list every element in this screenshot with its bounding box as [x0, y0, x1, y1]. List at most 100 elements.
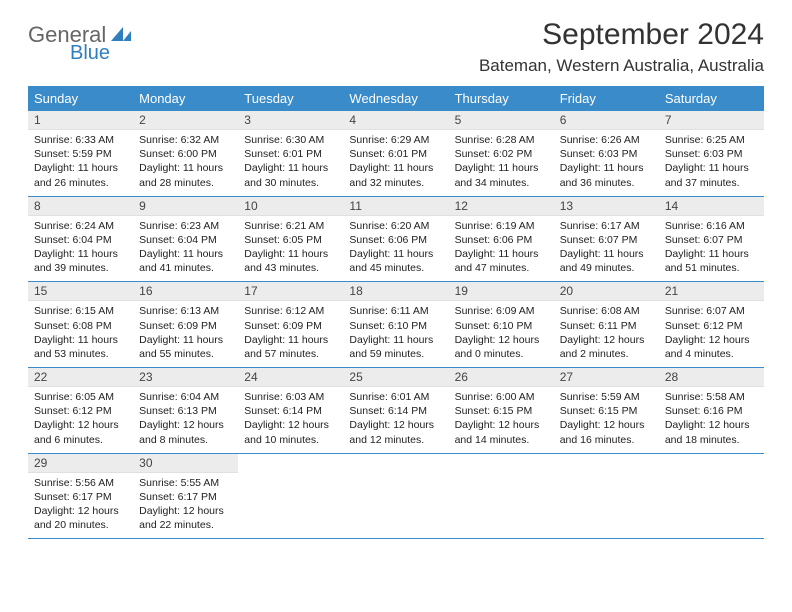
daylight-line2: and 4 minutes. [665, 347, 758, 361]
day-cell: 14Sunrise: 6:16 AMSunset: 6:07 PMDayligh… [659, 197, 764, 282]
empty-cell [343, 454, 448, 539]
day-cell: 8Sunrise: 6:24 AMSunset: 6:04 PMDaylight… [28, 197, 133, 282]
sunrise-line: Sunrise: 6:25 AM [665, 133, 758, 147]
daylight-line2: and 32 minutes. [349, 176, 442, 190]
daylight-line: Daylight: 11 hours [244, 333, 337, 347]
day-cell: 19Sunrise: 6:09 AMSunset: 6:10 PMDayligh… [449, 282, 554, 367]
sunset-line: Sunset: 6:10 PM [349, 319, 442, 333]
sunrise-line: Sunrise: 6:28 AM [455, 133, 548, 147]
daylight-line: Daylight: 11 hours [665, 161, 758, 175]
day-cell: 16Sunrise: 6:13 AMSunset: 6:09 PMDayligh… [133, 282, 238, 367]
sunset-line: Sunset: 6:17 PM [34, 490, 127, 504]
day-cell: 11Sunrise: 6:20 AMSunset: 6:06 PMDayligh… [343, 197, 448, 282]
daylight-line: Daylight: 11 hours [34, 247, 127, 261]
day-cell: 28Sunrise: 5:58 AMSunset: 6:16 PMDayligh… [659, 368, 764, 453]
sunset-line: Sunset: 6:01 PM [349, 147, 442, 161]
daylight-line: Daylight: 11 hours [455, 247, 548, 261]
empty-cell [449, 454, 554, 539]
daylight-line2: and 8 minutes. [139, 433, 232, 447]
daylight-line: Daylight: 12 hours [665, 333, 758, 347]
day-details: Sunrise: 6:24 AMSunset: 6:04 PMDaylight:… [28, 216, 133, 276]
sunset-line: Sunset: 6:12 PM [34, 404, 127, 418]
day-details: Sunrise: 6:03 AMSunset: 6:14 PMDaylight:… [238, 387, 343, 447]
day-details: Sunrise: 6:20 AMSunset: 6:06 PMDaylight:… [343, 216, 448, 276]
sunset-line: Sunset: 6:14 PM [244, 404, 337, 418]
daylight-line2: and 57 minutes. [244, 347, 337, 361]
calendar: SundayMondayTuesdayWednesdayThursdayFrid… [28, 86, 764, 539]
daylight-line: Daylight: 12 hours [349, 418, 442, 432]
day-details: Sunrise: 6:29 AMSunset: 6:01 PMDaylight:… [343, 130, 448, 190]
day-number: 5 [449, 111, 554, 130]
daylight-line2: and 53 minutes. [34, 347, 127, 361]
daylight-line2: and 12 minutes. [349, 433, 442, 447]
day-number: 18 [343, 282, 448, 301]
sunrise-line: Sunrise: 6:05 AM [34, 390, 127, 404]
day-details: Sunrise: 6:33 AMSunset: 5:59 PMDaylight:… [28, 130, 133, 190]
day-number: 1 [28, 111, 133, 130]
daylight-line: Daylight: 11 hours [139, 247, 232, 261]
daylight-line: Daylight: 12 hours [560, 333, 653, 347]
week-row: 29Sunrise: 5:56 AMSunset: 6:17 PMDayligh… [28, 454, 764, 540]
day-cell: 5Sunrise: 6:28 AMSunset: 6:02 PMDaylight… [449, 111, 554, 196]
sunset-line: Sunset: 6:07 PM [560, 233, 653, 247]
daylight-line2: and 18 minutes. [665, 433, 758, 447]
day-details: Sunrise: 6:13 AMSunset: 6:09 PMDaylight:… [133, 301, 238, 361]
daylight-line2: and 45 minutes. [349, 261, 442, 275]
day-cell: 6Sunrise: 6:26 AMSunset: 6:03 PMDaylight… [554, 111, 659, 196]
day-details: Sunrise: 6:01 AMSunset: 6:14 PMDaylight:… [343, 387, 448, 447]
sunset-line: Sunset: 6:04 PM [139, 233, 232, 247]
day-details: Sunrise: 6:30 AMSunset: 6:01 PMDaylight:… [238, 130, 343, 190]
sunrise-line: Sunrise: 5:58 AM [665, 390, 758, 404]
daylight-line: Daylight: 12 hours [34, 504, 127, 518]
day-number: 2 [133, 111, 238, 130]
daylight-line: Daylight: 12 hours [34, 418, 127, 432]
day-cell: 2Sunrise: 6:32 AMSunset: 6:00 PMDaylight… [133, 111, 238, 196]
day-details: Sunrise: 6:25 AMSunset: 6:03 PMDaylight:… [659, 130, 764, 190]
day-cell: 1Sunrise: 6:33 AMSunset: 5:59 PMDaylight… [28, 111, 133, 196]
sunset-line: Sunset: 6:05 PM [244, 233, 337, 247]
day-details: Sunrise: 6:16 AMSunset: 6:07 PMDaylight:… [659, 216, 764, 276]
sunrise-line: Sunrise: 6:03 AM [244, 390, 337, 404]
day-details: Sunrise: 6:09 AMSunset: 6:10 PMDaylight:… [449, 301, 554, 361]
day-details: Sunrise: 6:07 AMSunset: 6:12 PMDaylight:… [659, 301, 764, 361]
daylight-line2: and 26 minutes. [34, 176, 127, 190]
day-cell: 24Sunrise: 6:03 AMSunset: 6:14 PMDayligh… [238, 368, 343, 453]
daylight-line: Daylight: 11 hours [560, 247, 653, 261]
sunrise-line: Sunrise: 5:59 AM [560, 390, 653, 404]
day-number: 16 [133, 282, 238, 301]
location: Bateman, Western Australia, Australia [479, 56, 764, 76]
sunset-line: Sunset: 6:06 PM [349, 233, 442, 247]
day-number: 21 [659, 282, 764, 301]
daylight-line2: and 49 minutes. [560, 261, 653, 275]
day-details: Sunrise: 5:56 AMSunset: 6:17 PMDaylight:… [28, 473, 133, 533]
daylight-line: Daylight: 12 hours [560, 418, 653, 432]
daylight-line2: and 59 minutes. [349, 347, 442, 361]
day-number: 25 [343, 368, 448, 387]
sunset-line: Sunset: 6:00 PM [139, 147, 232, 161]
day-cell: 7Sunrise: 6:25 AMSunset: 6:03 PMDaylight… [659, 111, 764, 196]
day-details: Sunrise: 6:28 AMSunset: 6:02 PMDaylight:… [449, 130, 554, 190]
day-number: 23 [133, 368, 238, 387]
day-details: Sunrise: 6:17 AMSunset: 6:07 PMDaylight:… [554, 216, 659, 276]
sunrise-line: Sunrise: 6:07 AM [665, 304, 758, 318]
daylight-line: Daylight: 11 hours [560, 161, 653, 175]
daylight-line2: and 22 minutes. [139, 518, 232, 532]
day-header-sunday: Sunday [28, 86, 133, 111]
sunrise-line: Sunrise: 6:11 AM [349, 304, 442, 318]
daylight-line2: and 20 minutes. [34, 518, 127, 532]
daylight-line2: and 47 minutes. [455, 261, 548, 275]
day-cell: 30Sunrise: 5:55 AMSunset: 6:17 PMDayligh… [133, 454, 238, 539]
day-number: 11 [343, 197, 448, 216]
sunrise-line: Sunrise: 6:32 AM [139, 133, 232, 147]
day-number: 3 [238, 111, 343, 130]
day-header-row: SundayMondayTuesdayWednesdayThursdayFrid… [28, 86, 764, 111]
day-details: Sunrise: 5:58 AMSunset: 6:16 PMDaylight:… [659, 387, 764, 447]
day-cell: 20Sunrise: 6:08 AMSunset: 6:11 PMDayligh… [554, 282, 659, 367]
daylight-line2: and 43 minutes. [244, 261, 337, 275]
daylight-line: Daylight: 11 hours [455, 161, 548, 175]
day-number: 17 [238, 282, 343, 301]
month-title: September 2024 [479, 18, 764, 52]
day-number: 8 [28, 197, 133, 216]
day-number: 15 [28, 282, 133, 301]
day-details: Sunrise: 5:59 AMSunset: 6:15 PMDaylight:… [554, 387, 659, 447]
